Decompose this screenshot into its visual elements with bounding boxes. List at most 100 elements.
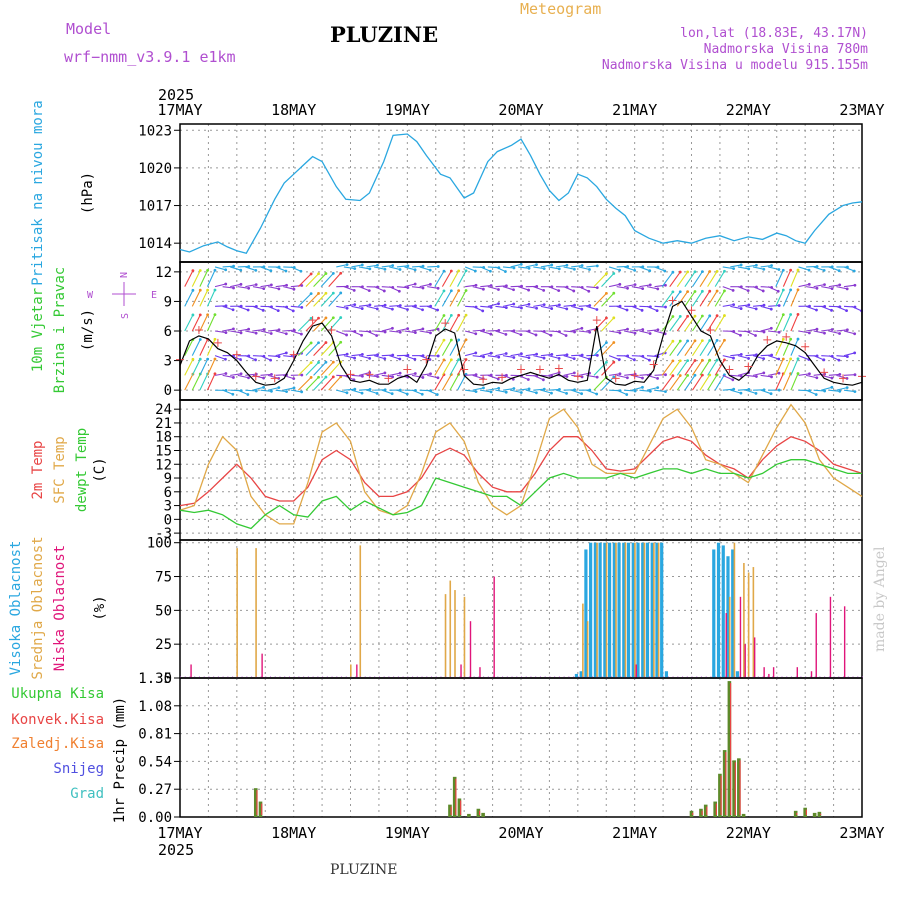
wind-arrow-head — [391, 353, 395, 357]
precip-convective-bar — [692, 812, 694, 815]
wind-arrow-head — [572, 371, 576, 375]
wind-arrow-head — [383, 267, 387, 271]
wind-unit-label: (m/s) — [80, 309, 96, 351]
top-date-tick-label: 18MAY — [271, 101, 316, 119]
wind-direction-arrow — [396, 305, 408, 310]
wind-direction-arrow — [411, 305, 423, 311]
wind-arrow-head — [595, 264, 599, 268]
wind-gust-marker — [725, 365, 734, 374]
wind-direction-arrow — [608, 283, 620, 288]
wind-arrow-head — [700, 289, 704, 293]
wind-arrow-head — [708, 270, 712, 273]
wind-arrow-head — [436, 354, 440, 358]
wind-direction-arrow — [631, 305, 643, 311]
cloud-bar — [596, 542, 598, 678]
wind-direction-arrow — [518, 266, 530, 269]
wind-arrow-head — [641, 385, 644, 389]
cloud-bar — [643, 542, 646, 678]
wind-direction-arrow — [798, 266, 810, 271]
wind-arrow-head — [291, 309, 295, 313]
wind-direction-arrow — [275, 389, 287, 393]
wind-arrow-head — [648, 283, 652, 287]
wind-arrow-head — [497, 386, 501, 390]
wind-direction-arrow — [396, 265, 408, 268]
wind-gust-marker — [460, 365, 469, 374]
wind-arrow-head — [686, 359, 690, 363]
wind-gust-marker — [403, 365, 412, 374]
wind-arrow-head — [360, 391, 364, 395]
compass-east-label: E — [151, 290, 157, 301]
wind-direction-arrow — [396, 389, 408, 395]
wind-arrow-head — [664, 373, 667, 377]
cloud-bar — [728, 596, 731, 678]
wind-direction-arrow — [230, 283, 242, 288]
pressure-y-tick-label: 1023 — [138, 123, 172, 139]
wind-arrow-head — [457, 338, 461, 342]
wind-arrow-head — [853, 351, 857, 355]
wind-direction-arrow — [358, 388, 371, 391]
wind-direction-arrow — [328, 292, 342, 307]
wind-direction-arrow — [601, 342, 615, 357]
wind-direction-arrow — [821, 374, 833, 379]
wind-direction-arrow — [434, 290, 445, 307]
wind-direction-arrow — [283, 355, 295, 358]
cloud-bar — [617, 542, 621, 678]
wind-direction-arrow — [472, 387, 484, 391]
wind-arrow-head — [830, 328, 834, 331]
wind-direction-arrow — [540, 353, 552, 357]
wind-direction-arrow — [222, 374, 234, 378]
wind-direction-arrow — [495, 330, 507, 335]
wind-arrow-head — [527, 288, 531, 292]
wind-direction-arrow — [427, 286, 439, 289]
wind-arrow-head — [678, 359, 682, 363]
cloud-bar — [593, 542, 597, 678]
wind-direction-arrow — [616, 286, 628, 289]
wind-arrow-head — [345, 263, 349, 267]
wind-direction-arrow — [525, 330, 537, 336]
clouds-y-tick-label: 75 — [155, 570, 172, 586]
precip-bar — [803, 807, 807, 817]
wind-arrow-head — [497, 329, 501, 332]
wind-arrow-head — [769, 307, 773, 311]
pressure-y-tick-label: 1020 — [138, 161, 172, 177]
wind-arrow-head — [324, 316, 328, 320]
wind-arrow-head — [789, 357, 793, 361]
wind-arrow-head — [300, 390, 304, 394]
wind-direction-arrow — [199, 358, 209, 376]
precip-axis-title: 1hr Precip (mm) — [112, 697, 128, 823]
wind-arrow-head — [565, 353, 569, 357]
wind-arrow-head — [442, 338, 446, 342]
wind-direction-arrow — [358, 266, 370, 270]
wind-arrow-head — [640, 308, 644, 312]
temperature-y-tick-label: 9 — [164, 471, 172, 487]
wind-direction-arrow — [768, 330, 780, 333]
cloud-bar — [655, 542, 659, 678]
wind-direction-arrow — [790, 338, 799, 356]
wind-arrow-head — [504, 352, 508, 355]
wind-direction-arrow — [268, 355, 280, 358]
wind-direction-arrow — [790, 269, 799, 287]
wind-gust-marker — [213, 338, 222, 347]
wind-direction-arrow — [502, 303, 514, 307]
cloud-bar — [645, 542, 650, 678]
temperature-y-tick-label: 21 — [155, 416, 172, 432]
wind-direction-arrow — [290, 305, 302, 308]
wind-direction-arrow — [555, 389, 567, 394]
wind-direction-arrow — [639, 373, 651, 376]
wind-y-tick-label: 0 — [164, 383, 172, 399]
wind-arrow-head — [497, 355, 501, 359]
wind-direction-arrow — [472, 286, 484, 290]
cloud-bar — [743, 563, 745, 678]
wind-direction-arrow — [616, 328, 628, 332]
wind-arrow-head — [754, 391, 758, 395]
precip-convective-bar — [478, 810, 481, 815]
wind-arrow-head — [504, 284, 508, 288]
cloud-bar — [733, 542, 736, 678]
wind-direction-arrow — [237, 374, 249, 379]
wind-arrow-head — [239, 282, 243, 286]
cloud-bar — [744, 644, 746, 678]
precip-convective-bar — [715, 803, 717, 815]
wind-direction-arrow — [374, 304, 386, 307]
wind-direction-arrow — [624, 330, 636, 334]
wind-direction-arrow — [191, 314, 201, 332]
